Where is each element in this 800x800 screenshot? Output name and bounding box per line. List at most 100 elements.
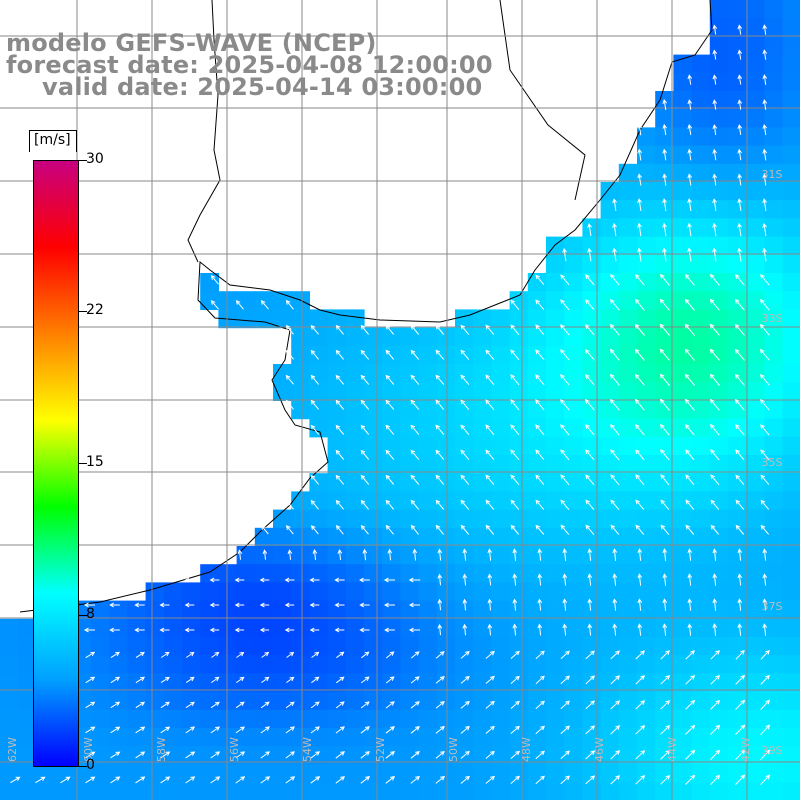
wind-cell xyxy=(709,345,729,365)
wind-cell xyxy=(655,436,674,456)
wind-cell xyxy=(546,691,565,711)
wind-cell xyxy=(564,764,583,784)
wind-arrow xyxy=(535,675,545,685)
wind-arrow xyxy=(335,374,345,385)
wind-cell xyxy=(673,91,693,110)
wind-cell xyxy=(655,728,674,747)
wind-cell xyxy=(618,673,638,693)
wind-cell xyxy=(418,764,438,784)
wind-cell xyxy=(418,637,438,656)
wind-cell xyxy=(582,382,602,401)
wind-cell xyxy=(764,400,784,420)
wind-cell xyxy=(218,618,238,638)
wind-arrow xyxy=(335,424,345,435)
wind-cell xyxy=(673,527,693,547)
wind-arrow xyxy=(560,349,570,361)
wind-cell xyxy=(509,764,529,784)
wind-arrow xyxy=(535,274,545,286)
wind-cell xyxy=(127,637,147,656)
wind-arrow xyxy=(685,423,695,436)
wind-cell xyxy=(491,309,511,329)
wind-arrow xyxy=(712,74,718,85)
wind-cell xyxy=(400,618,420,638)
wind-arrow xyxy=(285,299,294,310)
wind-cell xyxy=(764,236,784,256)
wind-cell xyxy=(546,455,565,474)
wind-cell xyxy=(673,109,693,128)
wind-cell xyxy=(655,782,674,800)
wind-arrow xyxy=(662,123,667,136)
wind-cell xyxy=(691,364,711,383)
wind-cell xyxy=(455,309,474,329)
wind-cell xyxy=(473,782,492,800)
wind-cell xyxy=(728,618,747,638)
wind-arrow xyxy=(712,247,717,262)
wind-cell xyxy=(127,746,147,765)
wind-cell xyxy=(473,509,492,529)
wind-cell xyxy=(564,309,583,329)
wind-arrow xyxy=(360,374,370,385)
wind-cell xyxy=(382,345,401,365)
wind-arrow xyxy=(310,399,319,410)
wind-cell xyxy=(509,473,529,492)
wind-cell xyxy=(109,637,128,656)
wind-cell xyxy=(618,782,638,800)
wind-arrow xyxy=(460,324,470,335)
wind-cell xyxy=(382,782,401,800)
wind-arrow xyxy=(359,602,370,608)
wind-cell xyxy=(546,564,565,583)
wind-cell xyxy=(564,782,583,800)
wind-arrow xyxy=(734,348,745,361)
wind-cell xyxy=(764,109,784,128)
wind-cell xyxy=(200,618,219,638)
wind-arrow xyxy=(460,700,470,709)
wind-cell xyxy=(182,655,201,674)
wind-cell xyxy=(163,728,183,747)
wind-cell xyxy=(18,709,37,729)
wind-cell xyxy=(382,527,401,547)
wind-cell xyxy=(309,309,329,329)
wind-cell xyxy=(728,436,747,456)
wind-cell xyxy=(546,327,565,347)
wind-cell xyxy=(582,600,602,620)
wind-cell xyxy=(364,600,383,620)
wind-arrow xyxy=(634,323,645,336)
wind-cell xyxy=(728,36,747,56)
wind-cell xyxy=(364,418,383,438)
colorbar-tick-label: 22 xyxy=(86,302,104,318)
wind-cell xyxy=(491,782,511,800)
wind-cell xyxy=(491,509,511,529)
wind-arrow xyxy=(510,349,520,361)
wind-cell xyxy=(382,564,401,583)
wind-cell xyxy=(746,254,765,274)
wind-arrow xyxy=(685,699,696,710)
wind-arrow xyxy=(262,549,268,560)
wind-cell xyxy=(309,509,329,529)
wind-arrow xyxy=(587,247,592,262)
wind-arrow xyxy=(485,700,495,709)
wind-arrow xyxy=(460,524,470,535)
wind-cell xyxy=(491,637,511,656)
wind-cell xyxy=(309,600,329,620)
wind-cell xyxy=(218,655,238,674)
wind-cell xyxy=(673,418,693,438)
wind-cell xyxy=(473,418,492,438)
wind-arrow xyxy=(710,699,721,710)
wind-cell xyxy=(91,673,110,693)
wind-arrow xyxy=(310,374,319,385)
wind-cell xyxy=(709,618,729,638)
wind-cell xyxy=(127,600,147,620)
wind-cell xyxy=(637,637,656,656)
wind-arrow xyxy=(410,676,420,684)
wind-cell xyxy=(709,109,729,128)
wind-cell xyxy=(200,273,219,292)
wind-arrow xyxy=(659,373,670,386)
wind-arrow xyxy=(285,349,294,360)
wind-arrow xyxy=(261,651,270,658)
wind-cell xyxy=(291,673,310,693)
wind-cell xyxy=(655,491,674,511)
wind-arrow xyxy=(385,474,395,485)
wind-arrow xyxy=(560,700,570,710)
wind-cell xyxy=(509,382,529,401)
wind-arrow xyxy=(587,222,592,237)
